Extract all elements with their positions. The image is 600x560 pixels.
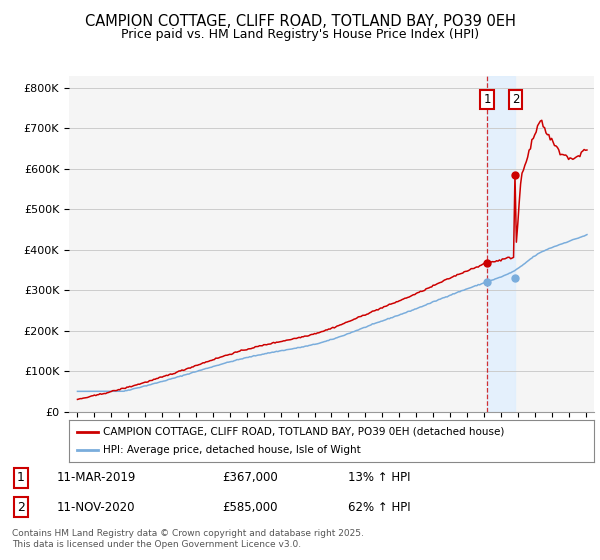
Text: 11-NOV-2020: 11-NOV-2020 (57, 501, 136, 514)
Text: 2: 2 (512, 92, 519, 106)
Text: 1: 1 (484, 92, 491, 106)
Text: £585,000: £585,000 (222, 501, 277, 514)
Text: 1: 1 (17, 471, 25, 484)
Text: £367,000: £367,000 (222, 471, 278, 484)
Text: HPI: Average price, detached house, Isle of Wight: HPI: Average price, detached house, Isle… (103, 445, 361, 455)
Text: Contains HM Land Registry data © Crown copyright and database right 2025.
This d: Contains HM Land Registry data © Crown c… (12, 529, 364, 549)
Text: 62% ↑ HPI: 62% ↑ HPI (348, 501, 410, 514)
Text: CAMPION COTTAGE, CLIFF ROAD, TOTLAND BAY, PO39 0EH (detached house): CAMPION COTTAGE, CLIFF ROAD, TOTLAND BAY… (103, 427, 505, 437)
Bar (487, 76, 515, 412)
Text: 13% ↑ HPI: 13% ↑ HPI (348, 471, 410, 484)
Text: CAMPION COTTAGE, CLIFF ROAD, TOTLAND BAY, PO39 0EH: CAMPION COTTAGE, CLIFF ROAD, TOTLAND BAY… (85, 14, 515, 29)
Text: 11-MAR-2019: 11-MAR-2019 (57, 471, 136, 484)
Text: Price paid vs. HM Land Registry's House Price Index (HPI): Price paid vs. HM Land Registry's House … (121, 28, 479, 41)
Text: 2: 2 (17, 501, 25, 514)
